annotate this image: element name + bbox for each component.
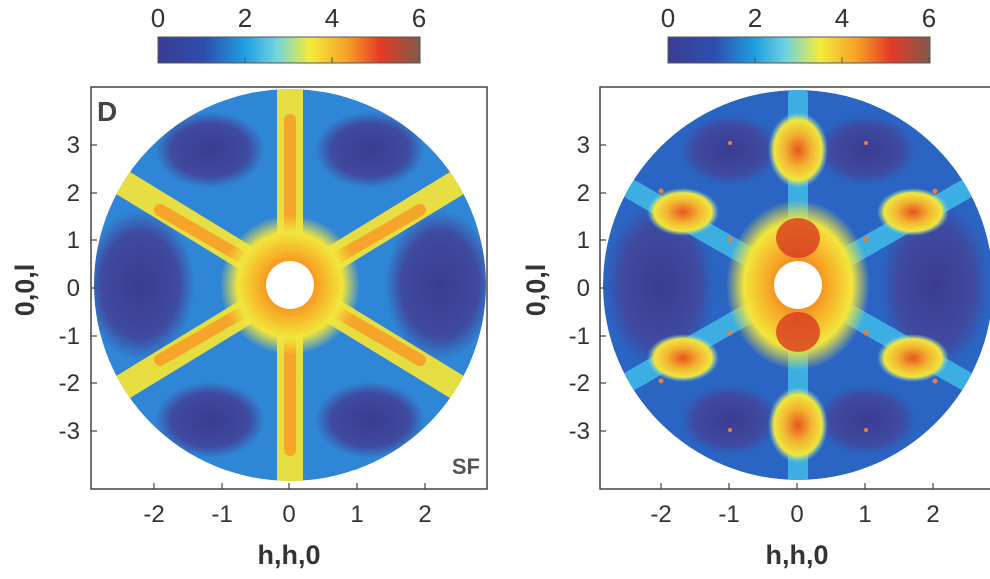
y-tick-label: -1 — [59, 323, 80, 350]
y-tick-label: 3 — [67, 132, 80, 159]
colorbar-tick-label: 2 — [748, 3, 762, 33]
y-axis-label: 0,0,l — [521, 264, 551, 317]
y-tick-label: 0 — [67, 275, 80, 302]
colorbar-tick-label: 2 — [238, 3, 252, 33]
y-tick-label: 3 — [577, 132, 590, 159]
x-tick-label: -1 — [718, 501, 739, 528]
x-tick-label: 1 — [350, 501, 363, 528]
panel-letter: D — [97, 96, 117, 127]
colorbar-tick-label: 0 — [151, 3, 165, 33]
x-tick-label: 2 — [926, 501, 939, 528]
x-tick-label: 0 — [282, 501, 295, 528]
x-tick-label: 2 — [418, 501, 431, 528]
x-axis-label: h,h,0 — [257, 540, 320, 570]
x-axis-label: h,h,0 — [765, 540, 828, 570]
axis-ticks-left — [91, 144, 426, 489]
x-tick-label: -2 — [650, 501, 671, 528]
y-axis-label: 0,0,l — [10, 264, 40, 317]
y-tick-label: 2 — [67, 180, 80, 207]
colorbar-tick-label: 0 — [661, 3, 675, 33]
panel-right: 0 2 4 6 — [521, 3, 990, 570]
colorbar-tick-label: 4 — [835, 3, 849, 33]
x-tick-label: -2 — [143, 501, 164, 528]
corner-label: SF — [452, 454, 480, 479]
axis-ticks-right — [600, 144, 934, 489]
x-tick-label: -1 — [211, 501, 232, 528]
colorbar-right-gradient — [667, 36, 931, 64]
colorbar-left-gradient — [157, 36, 421, 64]
y-tick-label: -2 — [59, 370, 80, 397]
x-tick-label: 0 — [790, 501, 803, 528]
y-tick-label: 0 — [577, 275, 590, 302]
colorbar-left: 0 2 4 6 — [151, 3, 426, 64]
y-tick-label: -3 — [569, 418, 590, 445]
y-tick-label: 1 — [67, 227, 80, 254]
y-tick-label: -3 — [59, 418, 80, 445]
y-tick-label: 2 — [577, 180, 590, 207]
heatmap-right — [603, 90, 990, 480]
x-tick-label: 1 — [858, 501, 871, 528]
colorbar-tick-label: 4 — [325, 3, 339, 33]
colorbar-right: 0 2 4 6 — [661, 3, 936, 64]
y-tick-label: -2 — [569, 370, 590, 397]
y-tick-label: -1 — [569, 323, 590, 350]
y-tick-label: 1 — [577, 227, 590, 254]
heatmap-left — [94, 89, 486, 481]
colorbar-tick-label: 6 — [922, 3, 936, 33]
panel-left: 0 2 4 6 — [10, 3, 488, 570]
colorbar-tick-label: 6 — [412, 3, 426, 33]
